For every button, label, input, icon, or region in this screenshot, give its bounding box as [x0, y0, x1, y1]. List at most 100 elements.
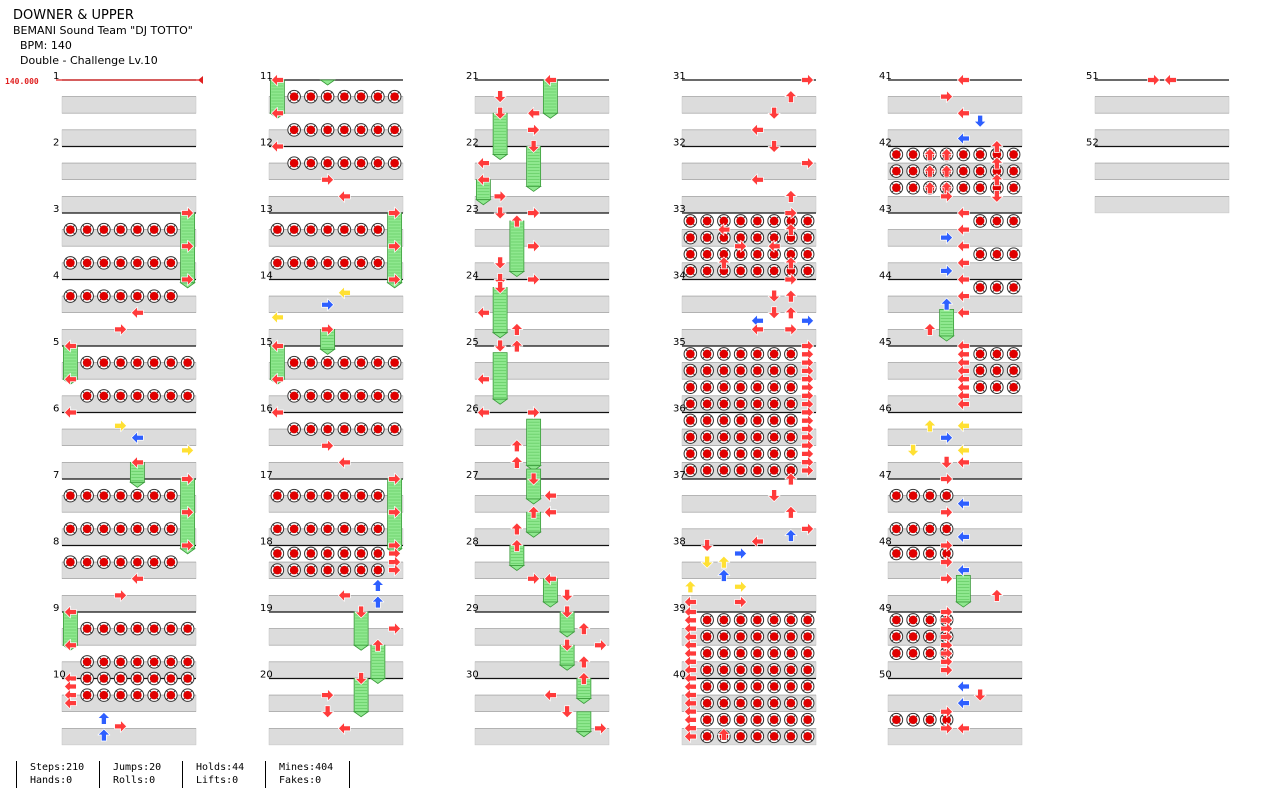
mine-icon: [750, 247, 765, 262]
measure-number: 35: [673, 337, 686, 348]
mine-icon: [371, 256, 385, 270]
mine-icon: [147, 688, 161, 702]
mine-icon: [387, 355, 402, 370]
mine-icon: [1006, 214, 1021, 228]
beat-band: [887, 661, 1023, 679]
mine-icon: [906, 180, 920, 195]
mine-icon: [784, 729, 798, 744]
measure-number: 30: [466, 670, 479, 681]
measure-number: 32: [673, 138, 686, 149]
beat-band: [268, 595, 404, 613]
mine-icon: [270, 522, 285, 536]
mine-icon: [354, 123, 368, 137]
measure-number: 33: [673, 204, 686, 215]
mine-icon: [164, 488, 178, 503]
mine-icon: [717, 397, 731, 411]
mine-icon: [750, 629, 765, 644]
mine-icon: [113, 555, 128, 569]
bpm-marker-label: 140.000: [5, 77, 39, 86]
mine-icon: [906, 164, 920, 178]
measure-number: 45: [879, 337, 892, 348]
mine-icon: [700, 613, 714, 627]
mine-icon: [130, 555, 145, 569]
mine-icon: [130, 621, 145, 636]
mine-icon: [750, 380, 765, 395]
mine-icon: [1006, 180, 1021, 195]
measure-number: 41: [879, 71, 892, 82]
measure-number: 4: [53, 271, 59, 282]
mine-icon: [371, 546, 385, 561]
measure-number: 38: [673, 537, 686, 548]
mine-icon: [683, 247, 698, 262]
mine-icon: [287, 522, 301, 536]
beat-band: [474, 96, 610, 114]
mine-icon: [733, 679, 748, 694]
arrow-R-icon: [181, 444, 194, 457]
mine-icon: [354, 563, 368, 577]
mine-icon: [784, 679, 798, 694]
mine-icon: [800, 214, 815, 228]
mine-icon: [973, 247, 987, 262]
mine-icon: [130, 522, 145, 536]
mine-icon: [304, 256, 318, 270]
mine-icon: [1006, 164, 1021, 178]
mine-icon: [164, 688, 178, 702]
mine-icon: [733, 347, 748, 361]
beat-band: [474, 495, 610, 513]
hold-body-icon: [955, 575, 971, 603]
mine-icon: [354, 355, 368, 370]
mine-icon: [63, 222, 78, 237]
mine-icon: [287, 563, 301, 577]
hold-body-icon: [492, 352, 508, 400]
measure-number: 11: [260, 71, 273, 82]
measure-number: 46: [879, 404, 892, 415]
mine-icon: [147, 289, 161, 303]
mine-icon: [683, 413, 698, 428]
stats-steps-hands: Steps:210 Hands:0: [16, 761, 84, 788]
beat-band: [474, 528, 610, 546]
mine-icon: [337, 563, 352, 577]
mine-icon: [906, 147, 920, 162]
arrow-U-icon: [684, 580, 697, 594]
mine-icon: [97, 256, 111, 270]
mine-icon: [80, 555, 94, 569]
beat-band: [887, 428, 1023, 446]
mine-icon: [733, 712, 748, 727]
mine-icon: [97, 655, 111, 669]
beat-band: [887, 329, 1023, 347]
mine-icon: [889, 164, 904, 178]
beat-band: [681, 196, 817, 214]
mine-icon: [906, 629, 920, 644]
mine-icon: [717, 363, 731, 378]
beat-band: [681, 595, 817, 613]
mine-icon: [147, 555, 161, 569]
measure-number: 51: [1086, 71, 1099, 82]
measure-number: 31: [673, 71, 686, 82]
beat-band: [474, 229, 610, 247]
stat-lifts: Lifts:0: [196, 775, 239, 786]
song-bpm: BPM: 140: [20, 39, 72, 52]
beat-band: [1094, 162, 1230, 180]
measure-number: 3: [53, 204, 59, 215]
beat-band: [681, 96, 817, 114]
mine-icon: [320, 422, 335, 436]
mine-icon: [717, 430, 731, 444]
mine-icon: [973, 347, 987, 361]
measure-number: 7: [53, 470, 59, 481]
arrow-R-icon: [801, 73, 814, 87]
measure-number: 22: [466, 138, 479, 149]
beat-band: [1094, 196, 1230, 214]
mine-icon: [956, 164, 971, 178]
mine-icon: [164, 222, 178, 237]
arrow-L-icon: [1164, 73, 1177, 87]
mine-icon: [683, 363, 698, 378]
beat-band: [887, 462, 1023, 480]
mine-icon: [717, 413, 731, 428]
mine-icon: [767, 712, 781, 727]
mine-icon: [320, 156, 335, 170]
stat-rolls: Rolls:0: [113, 775, 156, 786]
mine-icon: [354, 222, 368, 237]
mine-icon: [800, 247, 815, 262]
mine-icon: [130, 256, 145, 270]
mine-icon: [784, 413, 798, 428]
